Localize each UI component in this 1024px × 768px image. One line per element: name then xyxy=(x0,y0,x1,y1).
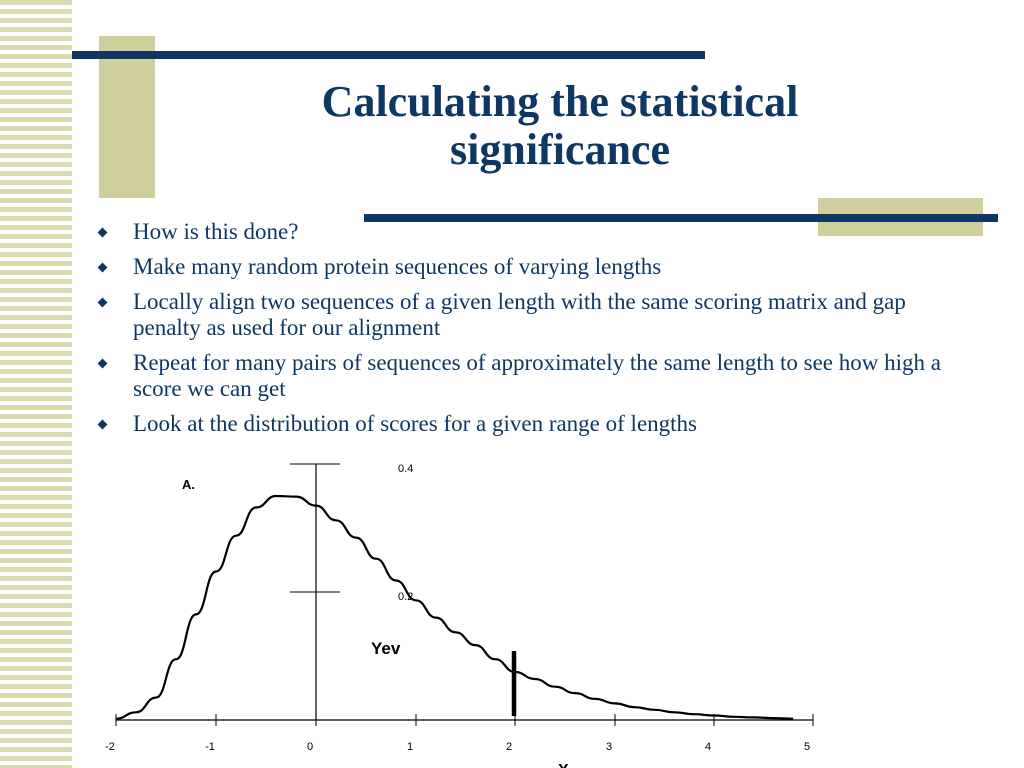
bullet-text: How is this done? xyxy=(133,219,299,244)
title-rule-bottom xyxy=(364,214,998,222)
x-tick-label: 2 xyxy=(506,741,512,753)
bullet-item: Locally align two sequences of a given l… xyxy=(96,289,976,341)
slide-title: Calculating the statistical significance xyxy=(321,77,799,174)
x-tick-label: 4 xyxy=(705,741,711,753)
distribution-chart: -2 -1 0 1 2 3 4 5 0.2 0.4 A. Yev X xyxy=(105,463,814,768)
panel-label: A. xyxy=(182,477,195,492)
decor-block-left xyxy=(99,36,155,198)
bullet-text: Repeat for many pairs of sequences of ap… xyxy=(133,350,941,401)
x-tick-label: 0 xyxy=(307,741,313,753)
diamond-bullet-icon xyxy=(97,227,108,238)
striped-sidebar-decoration xyxy=(0,0,72,768)
x-axis-label: X xyxy=(558,762,569,768)
x-tick-label: 5 xyxy=(804,741,810,753)
distribution-curve xyxy=(115,494,794,720)
bullet-text: Look at the distribution of scores for a… xyxy=(133,411,697,436)
y-tick-label: 0.4 xyxy=(398,463,413,475)
curve-label: Yev xyxy=(371,639,401,658)
bullet-item: Repeat for many pairs of sequences of ap… xyxy=(96,350,976,402)
x-tick-label: -2 xyxy=(105,741,115,753)
diamond-bullet-icon xyxy=(97,297,108,308)
diamond-bullet-icon xyxy=(97,358,108,369)
bullet-item: Look at the distribution of scores for a… xyxy=(96,411,976,437)
x-tick-label: -1 xyxy=(205,741,215,753)
bullet-item: How is this done? xyxy=(96,219,976,245)
bullet-text: Make many random protein sequences of va… xyxy=(133,254,662,279)
diamond-bullet-icon xyxy=(97,262,108,273)
diamond-bullet-icon xyxy=(97,419,108,430)
x-tick-label: 3 xyxy=(606,741,612,753)
bullet-text: Locally align two sequences of a given l… xyxy=(133,289,906,340)
bullet-list: How is this done? Make many random prote… xyxy=(96,219,976,446)
x-tick-label: 1 xyxy=(407,741,413,753)
bullet-item: Make many random protein sequences of va… xyxy=(96,254,976,280)
title-rule-top xyxy=(72,51,705,59)
y-tick-label: 0.2 xyxy=(398,591,413,603)
